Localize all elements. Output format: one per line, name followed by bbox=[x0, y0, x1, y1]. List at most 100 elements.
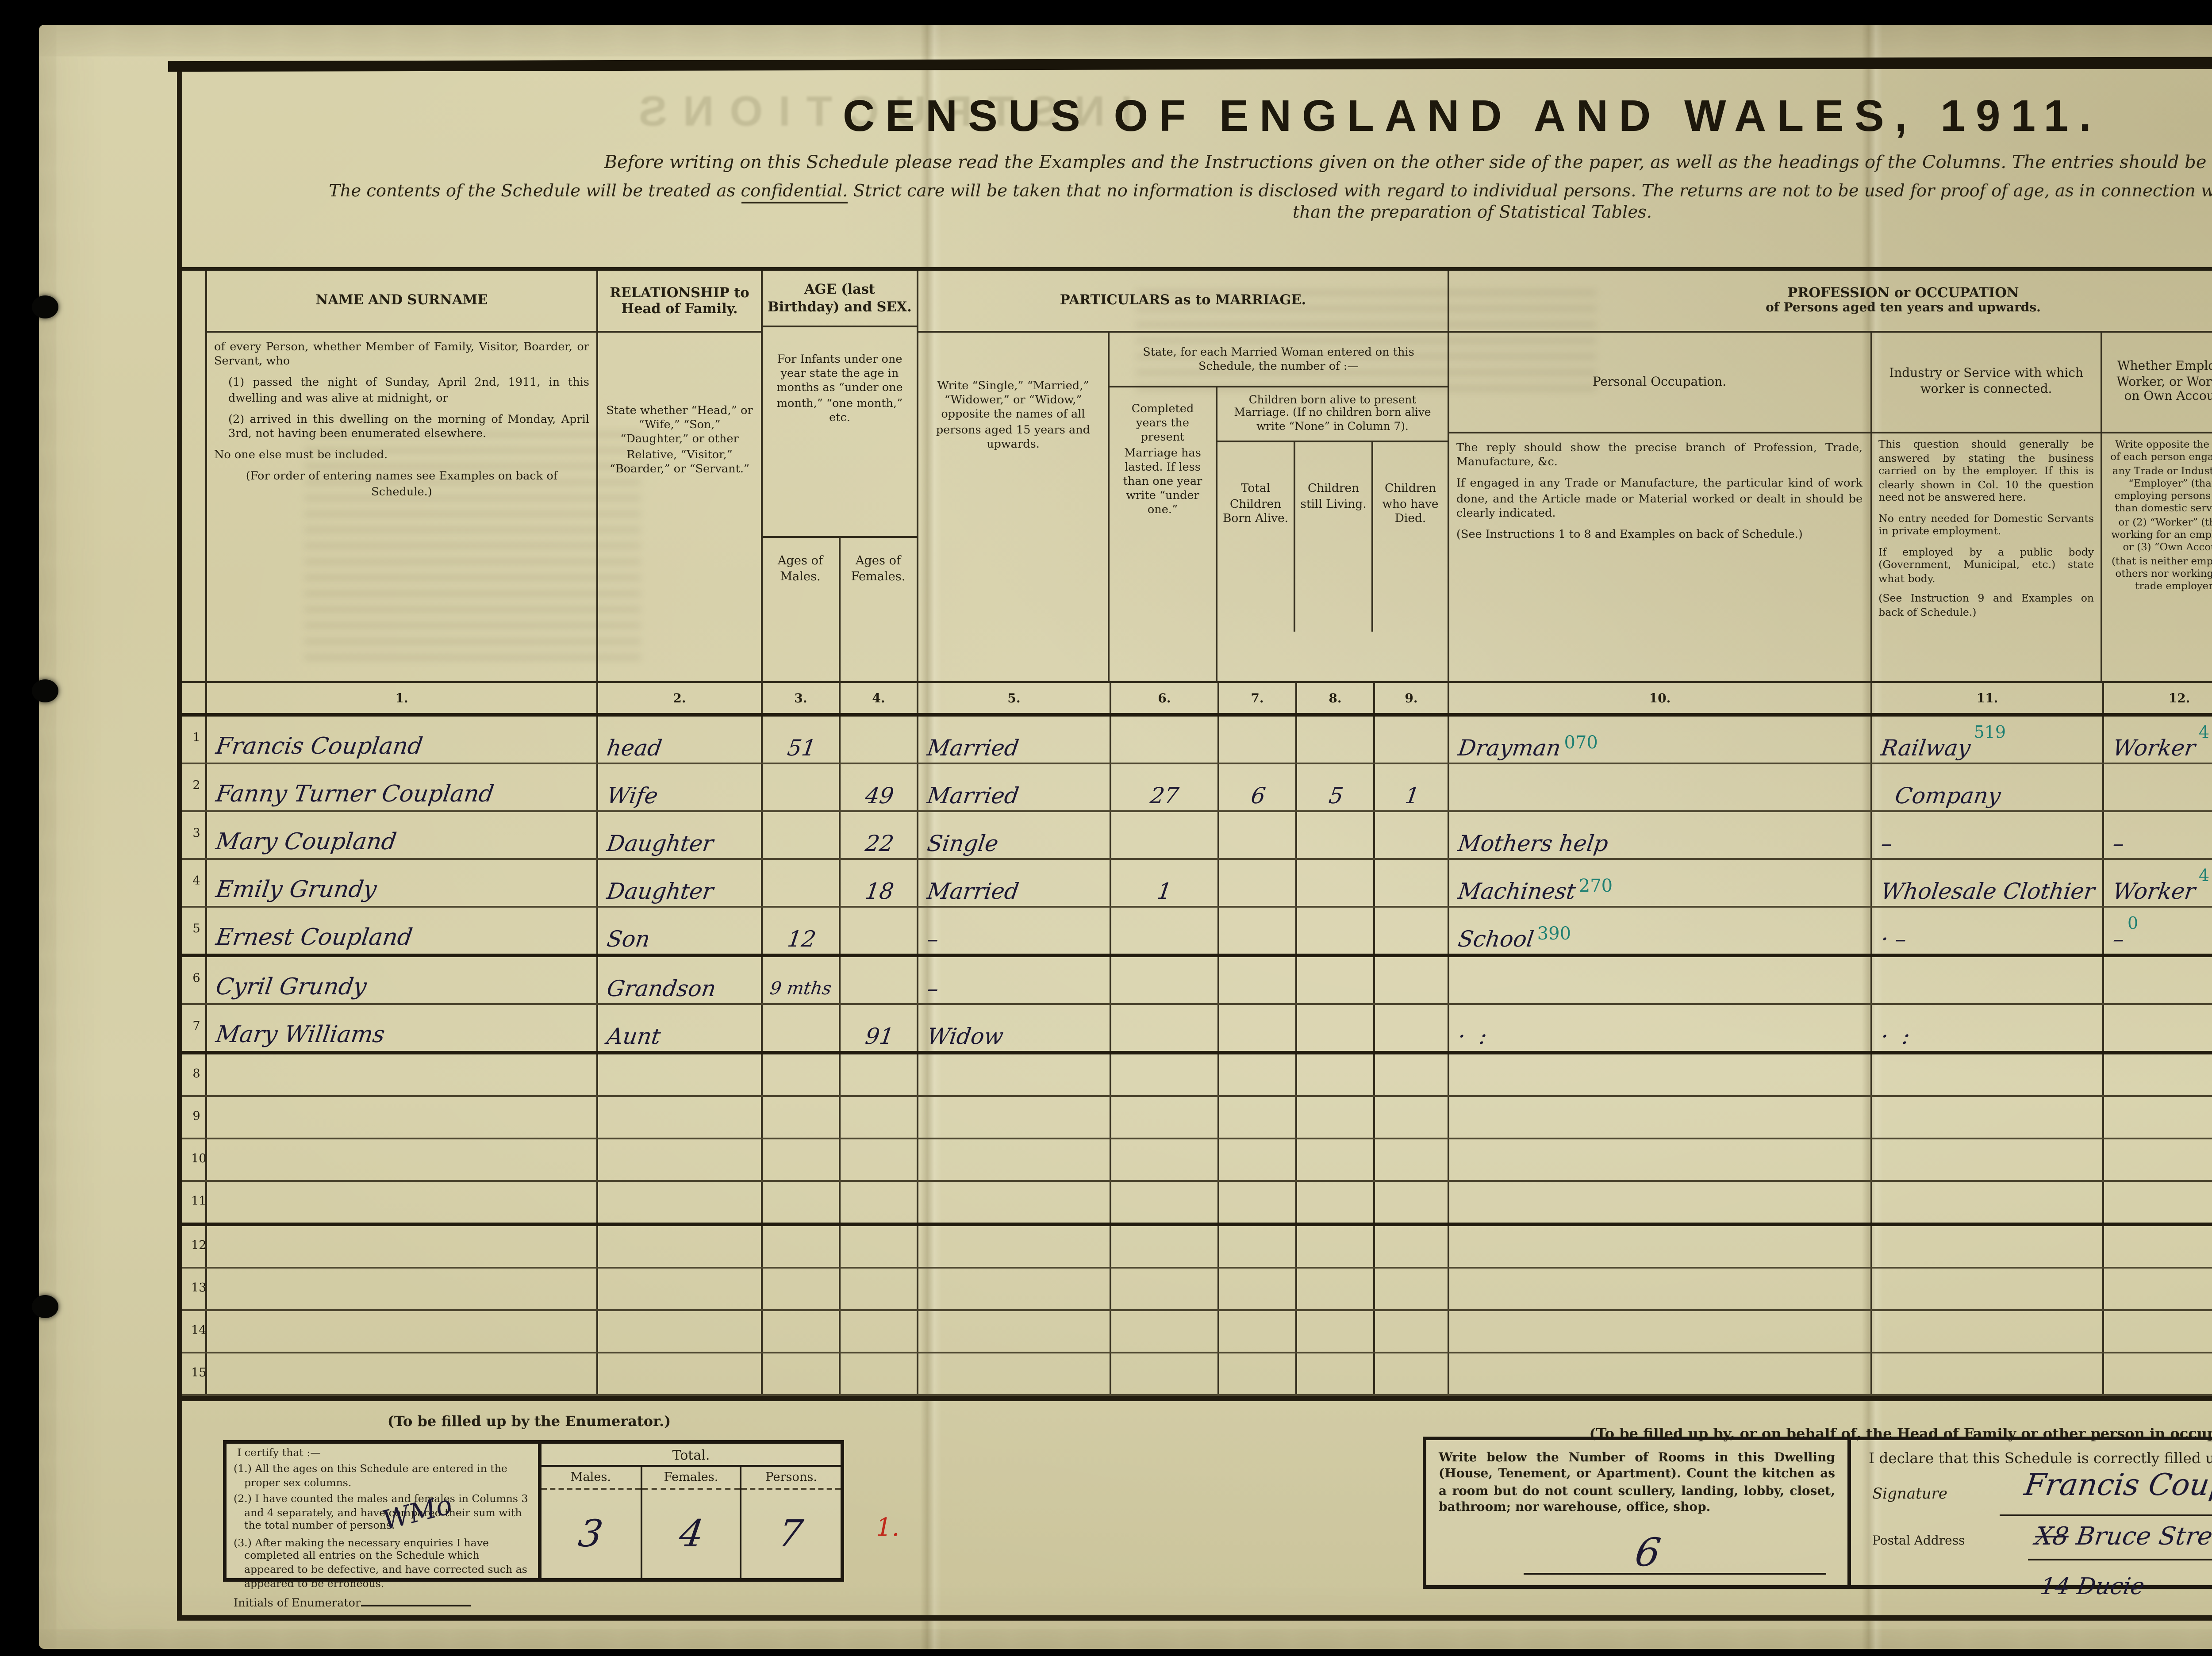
table-cell bbox=[1872, 1311, 2104, 1352]
signature-handwriting: Francis Coupland bbox=[2022, 1468, 2212, 1504]
table-cell bbox=[1297, 1226, 1375, 1267]
office-code: 0 bbox=[2128, 915, 2139, 934]
table-cell bbox=[841, 1311, 918, 1352]
handwritten-entry: Drayman bbox=[1456, 733, 1563, 760]
table-cell bbox=[763, 860, 841, 906]
total-males-value: 3 bbox=[576, 1512, 606, 1554]
table-cell bbox=[598, 1269, 763, 1309]
table-cell: 6 bbox=[182, 957, 207, 1003]
handwritten-entry: – bbox=[926, 924, 941, 951]
handwritten-entry: Single bbox=[926, 829, 1000, 855]
table-cell bbox=[1872, 1182, 2104, 1223]
intro-line-1: Before writing on this Schedule please r… bbox=[604, 154, 2212, 173]
table-cell bbox=[1449, 1269, 1872, 1309]
handwritten-entry: Mary Williams bbox=[214, 1023, 387, 1049]
column-number: 2. bbox=[598, 683, 763, 713]
intro-line-2: The contents of the Schedule will be tre… bbox=[296, 182, 2212, 203]
table-cell bbox=[841, 957, 918, 1003]
handwritten-entry: Ernest Coupland bbox=[214, 925, 414, 952]
form-header: CENSUS OF ENGLAND AND WALES, 1911. Befor… bbox=[182, 69, 2212, 271]
table-cell: Married bbox=[918, 717, 1111, 763]
rooms-value-handwriting: 6 bbox=[1632, 1532, 1663, 1576]
handwritten-entry: – bbox=[1879, 829, 1894, 855]
table-cell: –0 bbox=[2104, 908, 2212, 954]
table-cell bbox=[598, 1353, 763, 1394]
table-cell bbox=[1449, 1054, 1872, 1095]
header-profession-group: PROFESSION or OCCUPATION of Persons aged … bbox=[1449, 271, 2212, 681]
handwritten-entry: Wholesale Clothier bbox=[1879, 877, 2097, 903]
table-cell bbox=[2104, 1139, 2212, 1180]
postal-address-label: Postal Address bbox=[1872, 1534, 1965, 1548]
handwritten-entry: · – bbox=[1879, 924, 1909, 951]
table-cell bbox=[763, 1139, 841, 1180]
table-cell bbox=[1297, 1311, 1375, 1352]
table-cell: 18 bbox=[841, 860, 918, 906]
table-cell bbox=[1449, 1311, 1872, 1352]
initials-label: Initials of Enumerator bbox=[234, 1595, 531, 1610]
handwritten-entry: Machinest bbox=[1456, 877, 1578, 903]
header-children-born: Total Children Born Alive. bbox=[1217, 442, 1295, 632]
table-cell bbox=[1111, 1054, 1219, 1095]
table-cell: Emily Grundy bbox=[207, 860, 598, 906]
rooms-cell: Write below the Number of Rooms in this … bbox=[1426, 1440, 1851, 1585]
handwritten-entry: 27 bbox=[1148, 781, 1181, 808]
signature-rule bbox=[2000, 1514, 2212, 1516]
table-cell bbox=[1219, 1182, 1297, 1223]
certify-item: (2.) I have counted the males and female… bbox=[234, 1495, 528, 1533]
table-cell bbox=[1111, 908, 1219, 954]
header-name-surname: NAME AND SURNAME of every Person, whethe… bbox=[207, 271, 598, 681]
total-females-value: 4 bbox=[676, 1512, 706, 1554]
table-cell bbox=[1297, 717, 1375, 763]
table-cell bbox=[598, 1226, 763, 1267]
header-children-living: Children still Living. bbox=[1295, 442, 1373, 632]
certify-item: (3.) After making the necessary enquirie… bbox=[234, 1538, 527, 1590]
table-cell bbox=[1872, 1353, 2104, 1394]
header-industry: Industry or Service with which worker is… bbox=[1871, 333, 2103, 681]
table-cell bbox=[918, 1311, 1111, 1352]
header-children-died: Children who have Died. bbox=[1382, 481, 1439, 526]
table-cell bbox=[1449, 764, 1872, 810]
handwritten-entry: School bbox=[1456, 924, 1536, 951]
table-cell bbox=[207, 1226, 598, 1267]
handwritten-entry: · : bbox=[1456, 1022, 1489, 1048]
column-number: 1. bbox=[207, 683, 598, 713]
handwritten-entry: Grandson bbox=[605, 974, 718, 1000]
table-cell bbox=[598, 1097, 763, 1138]
handwritten-entry: Married bbox=[926, 781, 1021, 808]
table-cell bbox=[841, 1054, 918, 1095]
table-cell: Fanny Turner Coupland bbox=[207, 764, 598, 810]
form-footer: (To be filled up by the Enumerator.) I c… bbox=[182, 1401, 2212, 1647]
table-cell bbox=[1111, 1269, 1219, 1309]
table-cell: – bbox=[918, 957, 1111, 1003]
table-cell bbox=[1219, 1054, 1297, 1095]
column-number: 7. bbox=[1219, 683, 1297, 713]
office-code: 070 bbox=[1564, 734, 1598, 754]
handwritten-entry: · : bbox=[1879, 1022, 1912, 1048]
hole-punch bbox=[32, 1295, 58, 1318]
table-cell: 51 bbox=[763, 717, 841, 763]
form-frame: CENSUS OF ENGLAND AND WALES, 1911. Befor… bbox=[177, 64, 2212, 1621]
table-cell: 9 mths bbox=[763, 957, 841, 1003]
confidential-underlined: confidential. bbox=[741, 182, 848, 203]
table-cell bbox=[1375, 1353, 1449, 1394]
table-row: 1 Francis Coupland head 51 Married Drayman 070… bbox=[182, 717, 2212, 764]
hole-punch bbox=[32, 295, 58, 318]
table-cell bbox=[763, 812, 841, 858]
column-number: 8. bbox=[1297, 683, 1375, 713]
table-cell bbox=[1297, 1269, 1375, 1309]
table-cell bbox=[1375, 717, 1449, 763]
table-row: 2 Fanny Turner Coupland Wife 49 Married 27 6 5 1… bbox=[182, 764, 2212, 812]
table-cell bbox=[918, 1269, 1111, 1309]
hole-punch bbox=[32, 679, 58, 702]
enumerator-box: I certify that :— (1.) All the ages on t… bbox=[223, 1440, 844, 1610]
table-cell bbox=[1219, 717, 1297, 763]
table-cell: Ernest Coupland bbox=[207, 908, 598, 954]
table-cell bbox=[207, 1054, 598, 1095]
table-cell bbox=[1111, 1226, 1219, 1267]
table-cell bbox=[763, 1054, 841, 1095]
office-code: 519 bbox=[1974, 724, 2006, 743]
table-cell: 9 bbox=[182, 1097, 207, 1138]
table-cell bbox=[2104, 1226, 2212, 1267]
rooms-rule bbox=[1524, 1573, 1826, 1575]
table-row: 9 bbox=[182, 1097, 2212, 1139]
